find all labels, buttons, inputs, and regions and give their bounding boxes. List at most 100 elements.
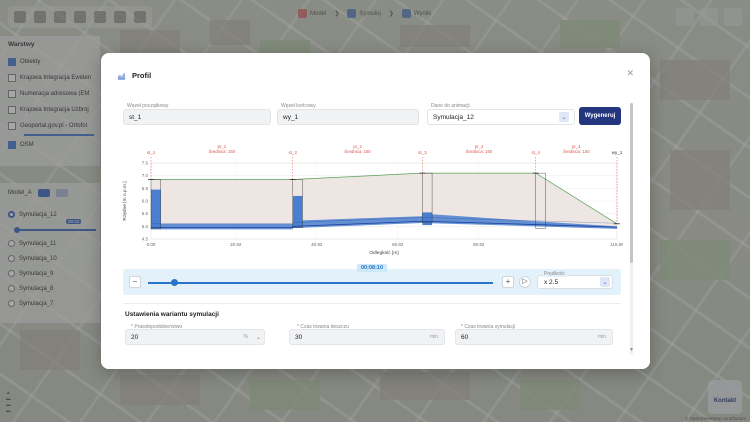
step-simulate[interactable]: Symuluj [347, 9, 381, 18]
edit-model-button[interactable] [37, 189, 50, 197]
layer-label: Krajowa Integracja Uzbroj [20, 107, 89, 113]
y-tick-label: 7.0 [142, 173, 149, 178]
profile-modal: Profil ✕ Węzeł początkowy st_1 Węzeł koń… [101, 53, 650, 369]
radio-icon[interactable] [8, 285, 15, 292]
layers-tool-icon[interactable] [14, 11, 26, 23]
model-options-button[interactable] [55, 189, 68, 197]
chevron-right-icon: ❯ [334, 11, 340, 17]
pipe-diameter-label: Średnica: 150 [209, 149, 236, 154]
step-results-label: Wyniki [413, 10, 432, 17]
manhole-outline [292, 179, 303, 228]
speed-select[interactable]: x 2.5 [537, 275, 613, 289]
layer-item[interactable]: OSM [8, 137, 92, 153]
step-model[interactable]: Model [298, 9, 326, 18]
simulation-item[interactable]: Symulacja_7 [8, 296, 92, 311]
scroll-thumb[interactable] [630, 103, 633, 263]
animation-data-label: Dane do animacji [431, 103, 470, 109]
pipe-label: pr_2 [353, 144, 362, 149]
modal-title: Profil [132, 70, 152, 80]
pipe-label: pr_4 [572, 144, 581, 149]
layer-item[interactable]: Numeracja adresowa (EM [8, 86, 92, 102]
close-icon[interactable]: ✕ [626, 68, 634, 78]
sim-time-field[interactable]: 60 min [455, 329, 613, 345]
step-results[interactable]: Wyniki [401, 9, 432, 18]
animation-data-select[interactable]: Symulacja_12 [427, 109, 575, 125]
layers-panel: Warstwy Obiekty Krajowa Integracja Ewide… [0, 36, 100, 166]
simulation-item[interactable]: Symulacja_8 [8, 281, 92, 296]
probability-label: * Prawdopodobieństwo [131, 324, 183, 330]
radio-icon[interactable] [8, 255, 15, 262]
print-tool-icon[interactable] [114, 11, 126, 23]
grid-tool-icon[interactable] [74, 11, 86, 23]
time-slider[interactable]: 00:02 [8, 219, 96, 236]
simulation-label: Symulacja_12 [19, 211, 57, 218]
layer-item[interactable]: Krajowa Integracja Ewiden [8, 70, 92, 86]
minus-icon[interactable]: − [129, 276, 141, 288]
node-label: st_2 [288, 150, 297, 155]
simulation-item[interactable]: Symulacja_11 [8, 236, 92, 251]
end-node-field[interactable]: wy_1 [277, 109, 419, 125]
checkbox-icon[interactable] [8, 106, 16, 114]
checkbox-icon[interactable] [8, 122, 16, 130]
model-name: Model_A [8, 190, 32, 196]
timeline-knob[interactable] [171, 279, 178, 286]
contact-button[interactable]: Kontakt [708, 380, 742, 414]
chevron-down-icon[interactable]: ⌄ [600, 277, 610, 287]
export-tool-icon[interactable] [134, 11, 146, 23]
radio-icon[interactable] [8, 270, 15, 277]
layer-item[interactable]: Krajowa Integracja Uzbroj [8, 102, 92, 118]
checkbox-icon[interactable] [8, 58, 16, 66]
radio-icon[interactable] [8, 211, 15, 218]
time-badge: 00:02 [66, 219, 82, 224]
y-tick-label: 5.5 [142, 211, 149, 216]
radio-icon[interactable] [8, 300, 15, 307]
user-icon[interactable] [724, 8, 742, 26]
radio-icon[interactable] [8, 240, 15, 247]
sim-time-value: 60 [461, 333, 469, 341]
invert-line [151, 220, 618, 228]
settings-icon[interactable] [676, 8, 694, 26]
start-node-value: st_1 [129, 113, 142, 121]
chevron-down-icon[interactable]: ⌄ [255, 334, 261, 341]
step-simulate-label: Symuluj [359, 10, 381, 17]
node-label: wy_1 [612, 150, 623, 155]
contact-label: Kontakt [713, 398, 737, 404]
edit-tool-icon[interactable] [34, 11, 46, 23]
probability-field[interactable]: 20 % ⌄ [125, 329, 265, 345]
checkbox-icon[interactable] [8, 90, 16, 98]
probability-unit: % [243, 334, 248, 340]
start-node-field[interactable]: st_1 [123, 109, 271, 125]
simulation-item[interactable]: Symulacja_12 [8, 207, 92, 222]
player-time: 00:08:10 [357, 264, 388, 272]
settings-title: Ustawienia wariantu symulacji [125, 311, 219, 318]
plus-icon[interactable]: + [502, 276, 514, 288]
chart-tool-icon[interactable] [94, 11, 106, 23]
pipe-diameter-label: Średnica: 150 [466, 149, 493, 154]
measure-tool-icon[interactable] [54, 11, 66, 23]
layer-item[interactable]: Obiekty [8, 54, 92, 70]
y-axis-label: Rzędne [m n.p.m.] [122, 181, 128, 220]
x-tick-label: 115.06 [610, 242, 623, 247]
simulation-label: Symulacja_11 [19, 240, 57, 247]
y-tick-label: 4.5 [142, 237, 149, 242]
results-icon [401, 9, 411, 18]
timeline-track[interactable] [148, 282, 493, 284]
generate-button[interactable]: Wygeneruj [579, 107, 621, 125]
layer-item[interactable]: Geoportal.gov.pl - Ortofot [8, 118, 92, 134]
simulate-icon [347, 9, 357, 18]
modal-scrollbar[interactable] [630, 103, 633, 355]
scroll-down-icon[interactable]: ▼ [629, 347, 634, 353]
grid-apps-icon[interactable] [700, 8, 718, 26]
simulation-item[interactable]: Symulacja_9 [8, 266, 92, 281]
x-tick-label: 80.92 [473, 242, 485, 247]
checkbox-icon[interactable] [8, 141, 16, 149]
simulation-label: Symulacja_7 [19, 300, 54, 307]
checkbox-icon[interactable] [8, 74, 16, 82]
simulation-item[interactable]: Symulacja_10 [8, 251, 92, 266]
rain-time-field[interactable]: 30 min [289, 329, 445, 345]
play-icon[interactable]: ▷ [519, 276, 531, 288]
opacity-slider[interactable] [24, 134, 94, 136]
probability-value: 20 [131, 333, 139, 341]
manhole-outline [535, 172, 546, 229]
chevron-down-icon[interactable]: ⌄ [559, 112, 569, 122]
